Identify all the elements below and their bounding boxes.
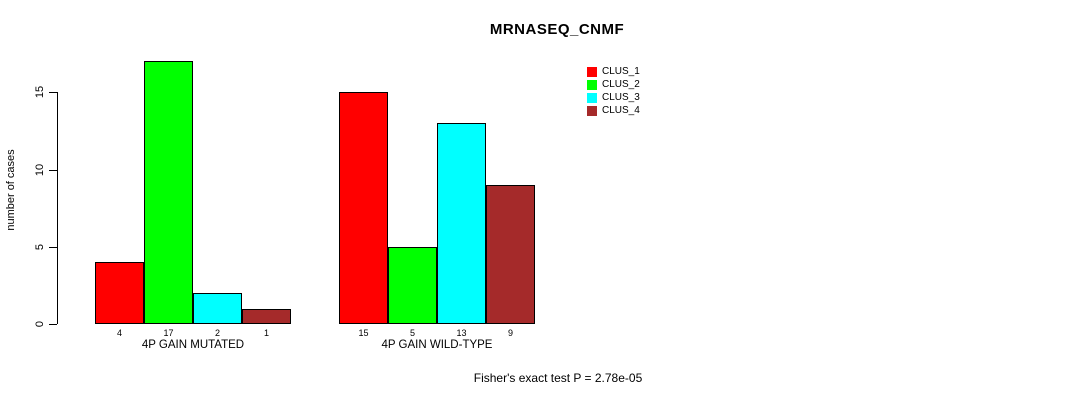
bar-clus_1-mutated bbox=[95, 262, 144, 324]
y-axis-tick bbox=[49, 324, 57, 325]
bar-value-label: 2 bbox=[214, 328, 220, 338]
y-axis-label: number of cases bbox=[5, 149, 17, 231]
y-axis-tick-label: 10 bbox=[34, 163, 46, 176]
legend-swatch-clus_3 bbox=[587, 92, 597, 103]
bar-value-label: 17 bbox=[163, 328, 174, 338]
bar-value-label: 15 bbox=[358, 328, 369, 338]
y-axis-tick-label: 15 bbox=[34, 86, 46, 99]
y-axis-tick-label: 5 bbox=[34, 243, 46, 250]
bar-value-label: 1 bbox=[263, 328, 269, 338]
legend-item-clus_3: CLUS_3 bbox=[587, 91, 640, 104]
bar-clus_3-mutated bbox=[193, 293, 242, 324]
category-label-mutated: 4P GAIN MUTATED bbox=[141, 339, 245, 351]
bar-value-label: 4 bbox=[116, 328, 122, 338]
y-axis-tick bbox=[49, 246, 57, 248]
chart-title: MRNASEQ_CNMF bbox=[489, 21, 625, 38]
legend-item-clus_1: CLUS_1 bbox=[587, 65, 640, 78]
legend-label-clus_4: CLUS_4 bbox=[602, 105, 640, 116]
legend-swatch-clus_4 bbox=[587, 105, 597, 116]
y-axis-tick bbox=[49, 169, 57, 171]
category-label-wild-type: 4P GAIN WILD-TYPE bbox=[381, 339, 493, 351]
bar-clus_3-wild-type bbox=[437, 123, 486, 324]
legend: CLUS_1 CLUS_2 CLUS_3 CLUS_4 bbox=[587, 65, 640, 117]
legend-label-clus_3: CLUS_3 bbox=[602, 92, 640, 103]
bar-clus_2-mutated bbox=[144, 61, 193, 324]
legend-label-clus_1: CLUS_1 bbox=[602, 66, 640, 77]
bar-value-label: 9 bbox=[507, 328, 513, 338]
legend-label-clus_2: CLUS_2 bbox=[602, 79, 640, 90]
annotation-fisher-test: Fisher's exact test P = 2.78e-05 bbox=[473, 371, 643, 385]
bar-value-label: 5 bbox=[409, 328, 415, 338]
bar-clus_2-wild-type bbox=[388, 246, 437, 325]
y-axis-tick bbox=[49, 92, 57, 94]
legend-item-clus_4: CLUS_4 bbox=[587, 104, 640, 117]
legend-swatch-clus_2 bbox=[587, 79, 597, 90]
bar-value-label: 13 bbox=[456, 328, 467, 338]
bar-clus_4-wild-type bbox=[486, 185, 535, 324]
y-axis-line bbox=[57, 92, 58, 325]
bar-clus_4-mutated bbox=[242, 308, 291, 324]
legend-swatch-clus_1 bbox=[587, 66, 597, 77]
y-axis-tick-label: 0 bbox=[34, 320, 46, 328]
bar-clus_1-wild-type bbox=[339, 92, 388, 325]
legend-item-clus_2: CLUS_2 bbox=[587, 78, 640, 91]
